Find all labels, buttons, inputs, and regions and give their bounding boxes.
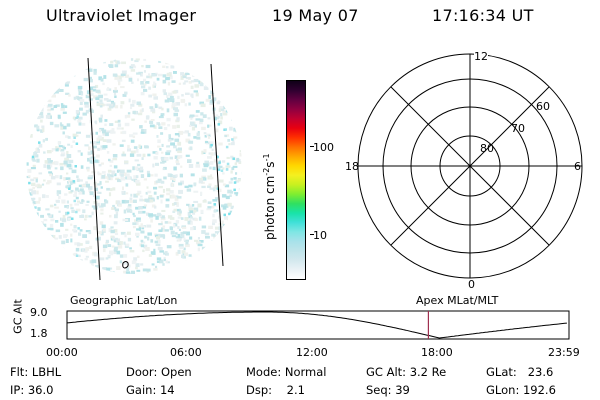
- timeline-y-label: GC Alt: [11, 299, 25, 334]
- polar-grid: 12 18 6 0 80 70 60: [345, 49, 583, 291]
- coastline-fragment: [122, 261, 129, 269]
- polar-diagonal-2: [390, 86, 550, 246]
- colorbar-tick-100: 100: [313, 141, 334, 154]
- timeline-plot: [66, 310, 570, 340]
- info-glat: GLat: 23.6: [486, 365, 554, 379]
- lat-label-70: 70: [511, 122, 525, 135]
- colorbar-tick-10: 10: [313, 229, 327, 242]
- timeline-right-title: Apex MLat/MLT: [416, 294, 499, 307]
- info-gc-alt: GC Alt: 3.2 Re: [366, 365, 447, 379]
- colorbar-tickmark-100: [310, 146, 314, 147]
- lat-label-60: 60: [536, 100, 550, 113]
- mlt-label-12: 12: [474, 50, 488, 63]
- timeline-x-tick-1200: 12:00: [296, 346, 328, 359]
- mlt-label-18: 18: [345, 160, 359, 173]
- altitude-curve: [66, 311, 567, 339]
- lat-label-80: 80: [480, 142, 494, 155]
- info-gain: Gain: 14: [126, 383, 175, 397]
- auroral-emission-pixels: [26, 58, 242, 274]
- timeline-x-tick-0000: 00:00: [46, 346, 78, 359]
- header-date: 19 May 07: [272, 6, 359, 25]
- mlt-label-0: 0: [468, 278, 475, 291]
- info-dsp: Dsp: 2.1: [246, 383, 305, 397]
- geographic-meridian-right: [210, 63, 224, 267]
- colorbar: [286, 80, 306, 280]
- auroral-image: [26, 57, 242, 281]
- colorbar-gradient: [287, 81, 305, 279]
- timeline-x-tick-0600: 06:00: [170, 346, 202, 359]
- timeline-left-title: Geographic Lat/Lon: [70, 294, 178, 307]
- info-flt: Flt: LBHL: [10, 365, 62, 379]
- colorbar-label: photon cm-2s-1: [262, 153, 277, 240]
- timeline-x-tick-1800: 18:00: [421, 346, 453, 359]
- info-ip: IP: 36.0: [10, 383, 54, 397]
- info-mode: Mode: Normal: [246, 365, 327, 379]
- timeline-frame: [66, 310, 570, 340]
- colorbar-tickmark-10: [310, 234, 314, 235]
- timeline-y-tick-max: 9.0: [30, 306, 48, 319]
- info-glon: GLon: 192.6: [486, 383, 556, 397]
- label-bg-12: [474, 49, 488, 61]
- app-title: Ultraviolet Imager: [46, 6, 197, 25]
- info-door: Door: Open: [126, 365, 192, 379]
- info-seq: Seq: 39: [366, 383, 410, 397]
- timeline-y-tick-min: 1.8: [30, 327, 48, 340]
- header-time: 17:16:34 UT: [432, 6, 534, 25]
- geographic-meridian-left: [87, 57, 101, 281]
- timeline-x-tick-2359: 23:59: [548, 346, 580, 359]
- mlt-label-6: 6: [574, 160, 581, 173]
